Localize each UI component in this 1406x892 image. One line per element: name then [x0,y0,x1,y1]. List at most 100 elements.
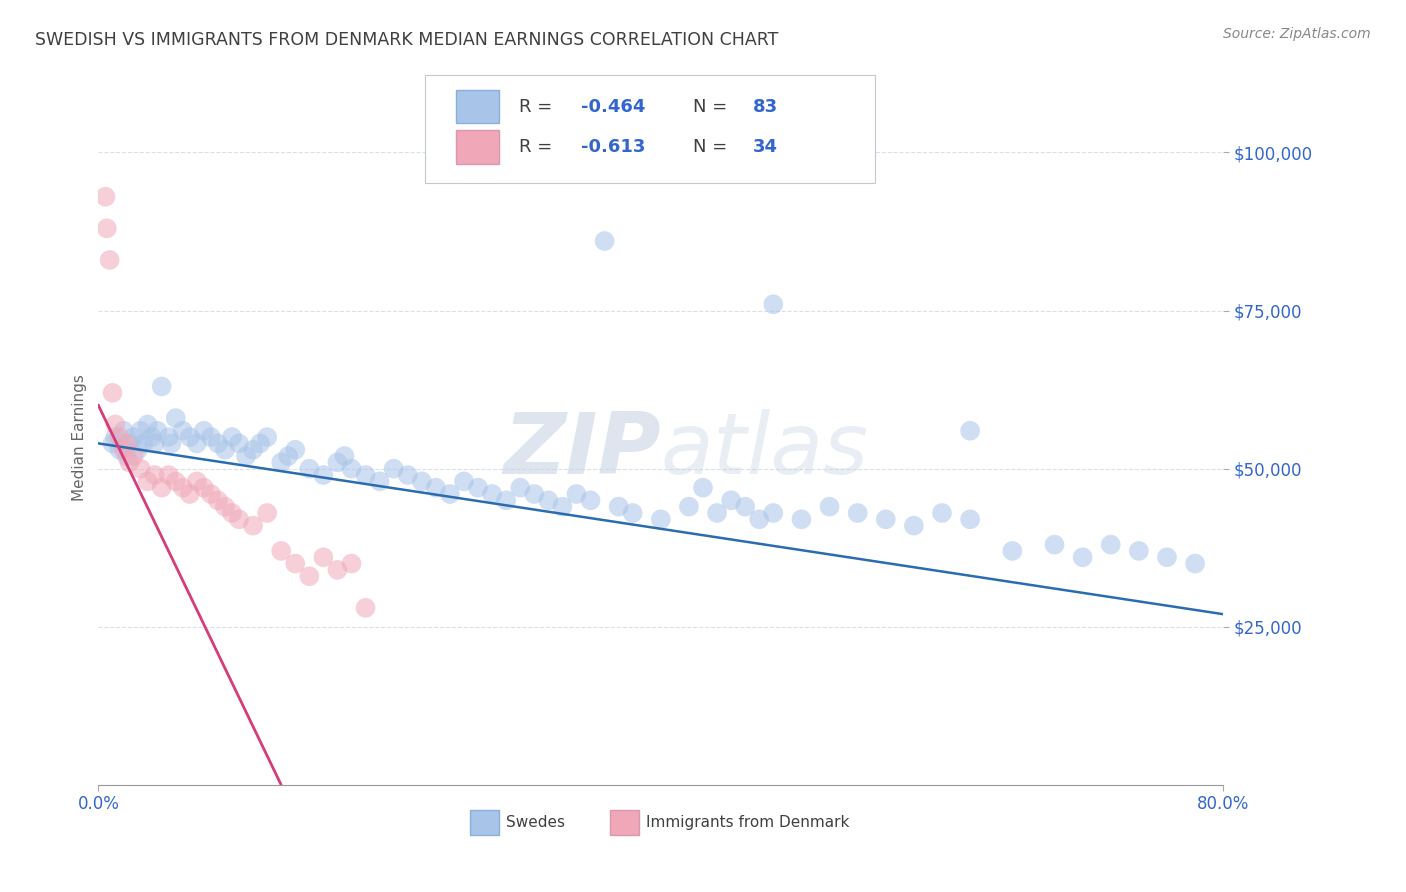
Point [118,436,141,450]
Point [108,442,131,457]
Point [256,430,278,444]
Point [593,234,616,248]
Point [931,506,953,520]
Text: 83: 83 [754,97,778,116]
Point [706,506,728,520]
Bar [610,810,640,835]
Point [509,481,531,495]
Point [333,449,356,463]
Text: Source: ZipAtlas.com: Source: ZipAtlas.com [1223,27,1371,41]
Point [172,481,194,495]
Point [326,563,349,577]
Point [200,487,222,501]
Point [136,475,159,489]
Point [1071,550,1094,565]
Point [214,442,236,457]
Point [340,557,363,571]
Point [179,487,201,501]
Point [762,297,785,311]
Point [1128,544,1150,558]
Point [298,461,321,475]
Point [692,481,714,495]
Point [112,424,135,438]
Bar [456,130,499,163]
FancyBboxPatch shape [425,75,875,183]
Point [172,424,194,438]
Point [104,417,127,432]
Point [101,385,124,400]
Point [193,481,215,495]
Point [129,424,152,438]
Point [734,500,756,514]
Point [425,481,447,495]
Point [453,475,475,489]
Point [96,221,118,235]
Point [186,436,208,450]
Text: R =: R = [519,97,558,116]
Point [143,436,166,450]
Point [127,442,149,457]
Point [959,512,981,526]
Point [284,442,307,457]
Point [396,468,419,483]
Point [186,475,208,489]
Point [122,449,145,463]
Point [481,487,503,501]
Point [1043,538,1066,552]
Point [903,518,925,533]
Y-axis label: Median Earnings: Median Earnings [72,374,87,500]
Point [284,557,307,571]
Point [270,544,292,558]
Point [354,468,377,483]
Point [277,449,299,463]
Point [326,455,349,469]
Point [818,500,841,514]
Point [762,506,785,520]
Point [146,424,169,438]
Point [242,442,264,457]
Point [537,493,560,508]
Point [1184,557,1206,571]
Text: SWEDISH VS IMMIGRANTS FROM DENMARK MEDIAN EARNINGS CORRELATION CHART: SWEDISH VS IMMIGRANTS FROM DENMARK MEDIA… [35,31,779,49]
Point [207,436,229,450]
Point [270,455,292,469]
Point [312,468,335,483]
Point [165,475,187,489]
Text: -0.613: -0.613 [581,138,645,156]
Point [136,417,159,432]
Point [112,442,135,457]
Point [579,493,602,508]
Point [207,493,229,508]
Point [104,430,127,444]
Point [200,430,222,444]
Point [551,500,574,514]
Point [98,252,121,267]
Point [143,468,166,483]
Point [235,449,257,463]
Point [368,475,391,489]
Bar [456,90,499,123]
Point [228,436,250,450]
Point [108,430,131,444]
Bar [470,810,499,835]
Point [141,430,163,444]
Point [1099,538,1122,552]
Point [607,500,630,514]
Point [382,461,405,475]
Point [193,424,215,438]
Point [846,506,869,520]
Text: 34: 34 [754,138,778,156]
Point [214,500,236,514]
Point [157,468,180,483]
Point [467,481,489,495]
Text: N =: N = [693,97,734,116]
Text: Immigrants from Denmark: Immigrants from Denmark [647,815,849,830]
Point [179,430,201,444]
Point [150,379,173,393]
Point [678,500,700,514]
Point [495,493,517,508]
Text: Swedes: Swedes [506,815,565,830]
Point [439,487,461,501]
Point [94,190,117,204]
Point [748,512,770,526]
